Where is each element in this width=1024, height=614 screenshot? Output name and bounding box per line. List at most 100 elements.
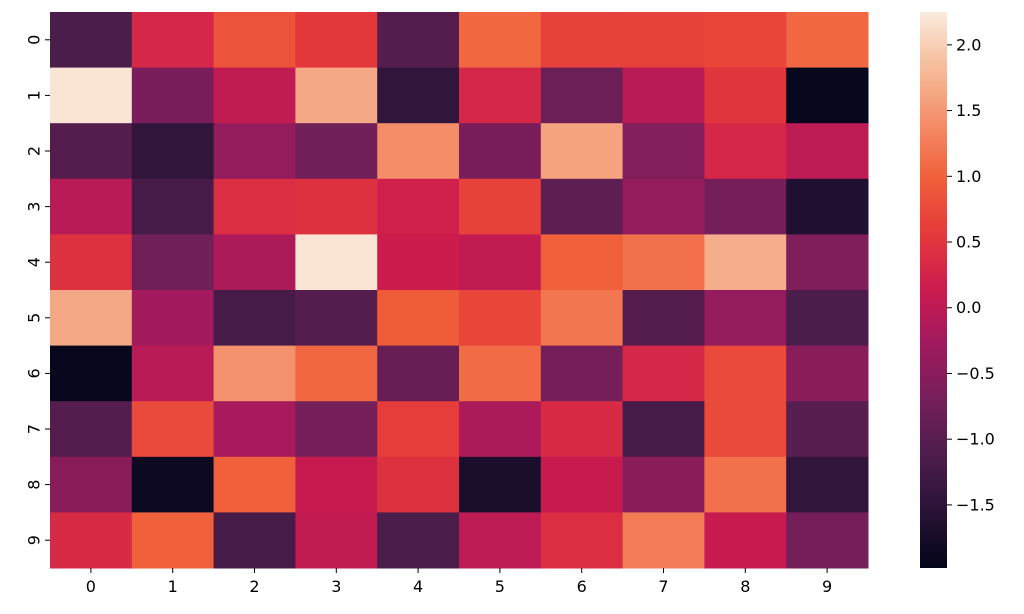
heatmap-cell-r7-c9 [786,401,869,458]
heatmap-cell-r3-c4 [377,178,460,235]
heatmap-cell-r5-c3 [295,290,378,347]
heatmap-cell-r3-c0 [50,178,133,235]
heatmap-cell-r4-c8 [704,234,787,291]
heatmap-cell-r9-c0 [50,512,133,569]
heatmap-cell-r6-c4 [377,345,460,402]
heatmap-cell-r4-c3 [295,234,378,291]
heatmap-cell-r2-c9 [786,123,869,180]
heatmap-cell-r6-c0 [50,345,133,402]
colorbar-tick-label: −1.5 [956,495,995,514]
heatmap-cell-r7-c6 [540,401,624,458]
y-tick-label: 4 [25,257,44,267]
heatmap-cell-r0-c5 [459,12,542,69]
y-tick-label: 3 [25,202,44,212]
heatmap-cell-r0-c7 [622,12,705,69]
x-tick-label: 0 [86,577,96,596]
heatmap-cell-r6-c8 [704,345,787,402]
y-tick-label: 9 [25,535,44,545]
y-tick-label: 8 [25,480,44,490]
x-tick-label: 2 [249,577,259,596]
y-tick-label: 5 [25,313,44,323]
colorbar-gradient [920,12,947,568]
heatmap-cell-r5-c0 [50,290,133,347]
heatmap-cell-r4-c6 [540,234,624,291]
heatmap-cell-r1-c5 [459,67,542,124]
heatmap-cell-r9-c8 [704,512,787,569]
heatmap-cell-r5-c9 [786,290,869,347]
colorbar-tick-label: 1.5 [956,101,981,120]
heatmap-cell-r4-c7 [622,234,705,291]
heatmap-cell-r1-c9 [786,67,869,124]
heatmap-cell-r4-c5 [459,234,542,291]
colorbar-ticks: 2.0 1.5 1.0 0.5 0.0 −0.5 −1.0 −1.5 [947,35,995,514]
heatmap-cell-r3-c8 [704,178,787,235]
heatmap-cell-r6-c7 [622,345,705,402]
heatmap-cell-r1-c0 [50,67,133,124]
heatmap-cell-r2-c5 [459,123,542,180]
heatmap-cell-r6-c5 [459,345,542,402]
heatmap-cell-r1-c3 [295,67,378,124]
colorbar: 2.0 1.5 1.0 0.5 0.0 −0.5 −1.0 −1.5 [920,12,995,568]
y-axis: 0 1 2 3 4 5 6 7 8 9 [25,35,50,545]
heatmap-cell-r8-c3 [295,456,378,513]
x-tick-label: 7 [658,577,668,596]
heatmap-cells [50,12,869,569]
x-axis: 0 1 2 3 4 5 6 7 8 9 [86,568,832,596]
heatmap-cell-r5-c5 [459,290,542,347]
heatmap-cell-r8-c2 [213,456,296,513]
heatmap-cell-r3-c6 [540,178,624,235]
heatmap-cell-r3-c5 [459,178,542,235]
heatmap-cell-r2-c1 [131,123,215,180]
x-tick-label: 5 [495,577,505,596]
heatmap-cell-r9-c9 [786,512,869,569]
x-tick-label: 1 [168,577,178,596]
y-tick-label: 6 [25,368,44,378]
heatmap-cell-r3-c2 [213,178,296,235]
x-tick-label: 6 [577,577,587,596]
heatmap-cell-r7-c1 [131,401,215,458]
heatmap-cell-r7-c5 [459,401,542,458]
heatmap-cell-r9-c6 [540,512,624,569]
heatmap-cell-r9-c7 [622,512,705,569]
heatmap-cell-r0-c9 [786,12,869,69]
y-tick-label: 0 [25,35,44,45]
heatmap-cell-r5-c6 [540,290,624,347]
heatmap-cell-r2-c6 [540,123,624,180]
heatmap-cell-r6-c6 [540,345,624,402]
heatmap-cell-r5-c8 [704,290,787,347]
heatmap-cell-r0-c3 [295,12,378,69]
heatmap-cell-r6-c3 [295,345,378,402]
heatmap-cell-r3-c1 [131,178,215,235]
colorbar-tick-label: 2.0 [956,35,981,54]
heatmap-cell-r9-c4 [377,512,460,569]
heatmap-cell-r8-c0 [50,456,133,513]
heatmap-cell-r4-c9 [786,234,869,291]
heatmap-cell-r1-c2 [213,67,296,124]
colorbar-tick-label: −1.0 [956,430,995,449]
heatmap-cell-r2-c3 [295,123,378,180]
heatmap-cell-r3-c7 [622,178,705,235]
heatmap-cell-r0-c2 [213,12,296,69]
heatmap-cell-r7-c0 [50,401,133,458]
heatmap-cell-r4-c4 [377,234,460,291]
heatmap-cell-r7-c4 [377,401,460,458]
heatmap-cell-r4-c2 [213,234,296,291]
heatmap-cell-r8-c8 [704,456,787,513]
heatmap-cell-r8-c1 [131,456,215,513]
colorbar-tick-label: 0.0 [956,298,981,317]
heatmap-cell-r7-c3 [295,401,378,458]
heatmap-cell-r2-c2 [213,123,296,180]
x-tick-label: 8 [740,577,750,596]
heatmap-cell-r3-c3 [295,178,378,235]
heatmap-cell-r1-c7 [622,67,705,124]
colorbar-tick-label: 0.5 [956,233,981,252]
heatmap-cell-r8-c9 [786,456,869,513]
x-tick-label: 4 [413,577,423,596]
heatmap-cell-r1-c4 [377,67,460,124]
heatmap-cell-r2-c7 [622,123,705,180]
heatmap-cell-r8-c6 [540,456,624,513]
heatmap-cell-r6-c2 [213,345,296,402]
heatmap-cell-r6-c1 [131,345,215,402]
heatmap-cell-r7-c8 [704,401,787,458]
